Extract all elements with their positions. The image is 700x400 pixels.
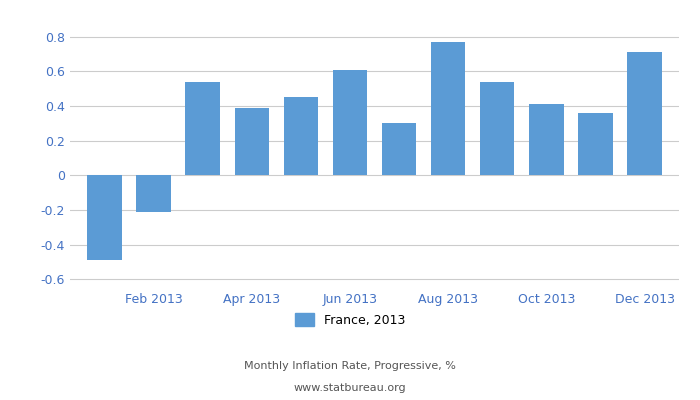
Text: www.statbureau.org: www.statbureau.org [294,383,406,393]
Bar [382,123,416,175]
Bar [480,82,514,175]
Bar [88,175,122,260]
Text: Monthly Inflation Rate, Progressive, %: Monthly Inflation Rate, Progressive, % [244,361,456,371]
Bar [234,108,269,175]
Bar [627,52,662,175]
Bar [136,175,171,212]
Bar [529,104,564,175]
Bar [332,70,367,175]
Bar [284,97,318,175]
Legend: France, 2013: France, 2013 [290,308,410,332]
Bar [431,42,466,175]
Bar [186,82,220,175]
Bar [578,113,612,175]
